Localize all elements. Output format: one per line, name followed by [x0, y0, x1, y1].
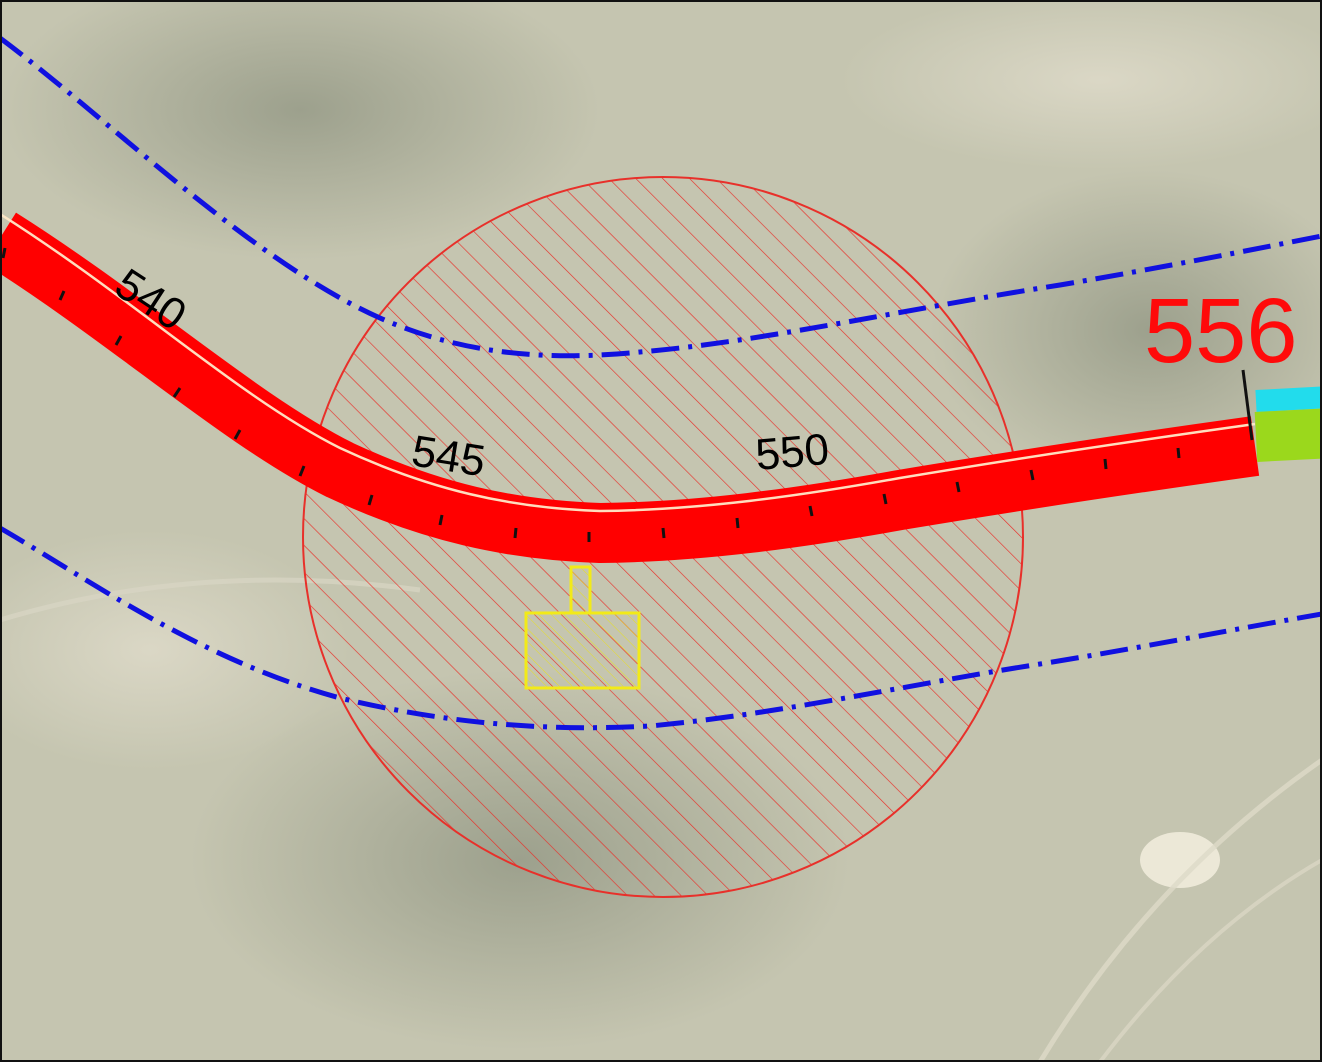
chainage-tick [513, 527, 518, 539]
chainage-tick [661, 527, 666, 539]
chainage-tick [1, 247, 7, 259]
road-corridor[interactable] [0, 212, 1260, 564]
segment-cyan[interactable] [1255, 386, 1322, 412]
chainage-label-550: 550 [754, 425, 831, 480]
chainage-tick [735, 517, 740, 529]
segment-green[interactable] [1254, 408, 1322, 462]
chainage-tick [882, 493, 888, 505]
chainage-tick [438, 514, 444, 526]
chainage-tick [298, 465, 306, 477]
chainage-end-marker [1241, 369, 1254, 441]
chainage-tick [1029, 469, 1035, 481]
buffer-line-south[interactable] [0, 525, 1322, 731]
chainage-tick [1103, 458, 1108, 470]
chainage-tick [58, 290, 66, 301]
chainage-label-545: 545 [408, 426, 488, 486]
chainage-ticks [1, 247, 1181, 542]
chainage-tick [233, 429, 242, 440]
chainage-tick [367, 494, 374, 506]
chainage-tick [114, 335, 123, 346]
structure-outline[interactable] [524, 565, 641, 690]
chainage-tick [808, 505, 814, 517]
chainage-tick [172, 387, 182, 398]
chainage-end-label: 556 [1144, 280, 1298, 382]
buffer-line-north[interactable] [0, 35, 1322, 359]
chainage-tick [955, 481, 961, 493]
chainage-tick [1176, 447, 1181, 459]
